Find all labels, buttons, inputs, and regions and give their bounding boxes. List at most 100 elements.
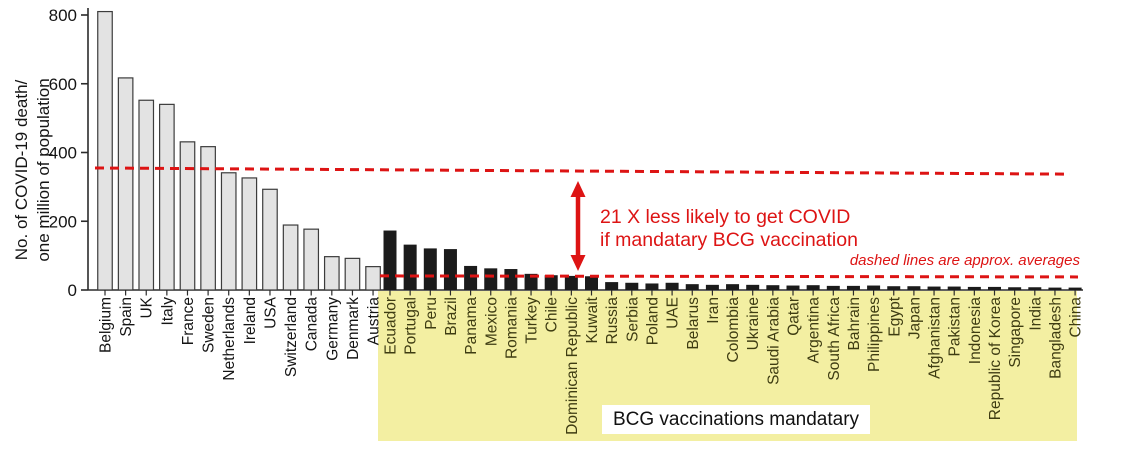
bar-turkey <box>524 273 538 290</box>
label-france: France <box>180 297 197 345</box>
bar-kuwait <box>585 276 598 290</box>
label-india: India <box>1027 297 1044 331</box>
label-switzerland: Switzerland <box>283 297 300 377</box>
label-bangladesh: Bangladesh <box>1047 297 1064 379</box>
label-indonesia: Indonesia <box>967 297 984 365</box>
label-egypt: Egypt <box>886 296 903 336</box>
label-usa: USA <box>262 296 279 329</box>
bar-bangladesh <box>1048 287 1062 290</box>
label-russia: Russia <box>604 297 621 345</box>
bar-egypt <box>887 286 901 290</box>
bar-peru <box>423 248 437 290</box>
bar-pakistan <box>947 286 961 290</box>
label-denmark: Denmark <box>345 297 362 360</box>
label-serbia: Serbia <box>624 297 641 342</box>
label-panama: Panama <box>463 297 480 355</box>
label-afghanistan: Afghanistan <box>927 297 944 379</box>
label-canada: Canada <box>304 297 321 352</box>
ratio-arrow-head-down <box>570 255 586 271</box>
bar-republic-of-korea <box>988 286 1001 290</box>
bar-colombia <box>726 284 740 290</box>
bar-germany <box>323 256 340 291</box>
label-dominican-republic: Dominican Republic <box>564 297 581 435</box>
y-tick-label: 800 <box>49 6 77 25</box>
bar-brazil <box>443 249 457 290</box>
label-philippines: Philippines <box>866 297 883 372</box>
bar-serbia <box>625 282 639 290</box>
label-brazil: Brazil <box>443 297 460 336</box>
label-south-africa: South Africa <box>826 297 843 381</box>
bar-austria <box>365 266 381 291</box>
bar-romania <box>504 269 518 290</box>
bar-dominican-republic <box>564 275 578 290</box>
label-belgium: Belgium <box>98 297 115 353</box>
label-mexico: Mexico <box>483 297 500 346</box>
label-germany: Germany <box>324 297 341 361</box>
label-singapore: Singapore <box>1007 297 1024 368</box>
label-kuwait: Kuwait <box>584 296 601 343</box>
label-spain: Spain <box>118 297 135 337</box>
bar-netherlands <box>220 172 237 291</box>
label-austria: Austria <box>366 297 383 346</box>
y-axis-title-line2: one million of population <box>34 78 53 261</box>
label-romania: Romania <box>503 297 520 359</box>
label-bahrain: Bahrain <box>846 297 863 350</box>
bar-argentina <box>806 285 820 290</box>
bar-afghanistan <box>927 286 941 290</box>
bar-saudi-arabia <box>766 285 780 290</box>
bar-qatar <box>786 285 800 290</box>
ratio-arrow-head-up <box>570 181 586 197</box>
bar-china <box>1068 287 1082 290</box>
label-poland: Poland <box>644 297 661 345</box>
bar-iran <box>705 284 719 290</box>
bar-singapore <box>1008 287 1022 290</box>
y-axis-title-line1: No. of COVID-19 death/ <box>12 79 31 260</box>
label-republic-of-korea: Republic of Korea <box>987 297 1004 421</box>
bar-ireland <box>241 177 258 291</box>
bar-ecuador <box>383 230 397 290</box>
bar-poland <box>645 283 659 290</box>
y-tick-label: 200 <box>49 212 77 231</box>
bar-canada <box>303 228 320 291</box>
label-uk: UK <box>139 296 156 318</box>
bar-denmark <box>344 257 361 291</box>
label-qatar: Qatar <box>786 297 803 336</box>
label-uae: UAE <box>665 297 682 329</box>
dashed-lines-note: dashed lines are approx. averages <box>849 252 1080 269</box>
label-turkey: Turkey <box>524 297 541 344</box>
bar-ukraine <box>746 284 760 290</box>
bar-uk <box>138 99 155 291</box>
bar-mexico <box>484 268 498 290</box>
label-peru: Peru <box>423 297 440 330</box>
label-iran: Iran <box>705 297 722 324</box>
bar-belarus <box>685 284 699 290</box>
bar-portugal <box>403 244 417 290</box>
label-japan: Japan <box>906 297 923 339</box>
label-china: China <box>1068 297 1085 338</box>
label-belarus: Belarus <box>685 297 702 350</box>
bar-bahrain <box>846 285 860 290</box>
label-colombia: Colombia <box>725 297 742 363</box>
label-sweden: Sweden <box>201 297 218 353</box>
upper-average-dashed-line <box>94 166 1071 176</box>
lower-average-dashed-line <box>379 274 1079 279</box>
ratio-annotation-line2: if mandatary BCG vaccination <box>600 229 858 251</box>
bar-chile <box>544 275 558 290</box>
bar-panama <box>464 265 478 290</box>
label-pakistan: Pakistan <box>947 297 964 356</box>
bar-japan <box>907 286 921 290</box>
bar-belgium <box>97 10 113 291</box>
bar-switzerland <box>282 224 299 291</box>
bar-france <box>179 141 196 291</box>
label-ireland: Ireland <box>242 297 259 344</box>
bar-uae <box>665 282 679 290</box>
bar-india <box>1028 287 1042 290</box>
bar-indonesia <box>967 286 981 290</box>
y-tick-label: 400 <box>49 144 77 163</box>
bar-russia <box>605 282 619 290</box>
label-netherlands: Netherlands <box>221 297 238 381</box>
y-tick-label: 0 <box>68 281 77 300</box>
bar-south-africa <box>826 285 840 290</box>
